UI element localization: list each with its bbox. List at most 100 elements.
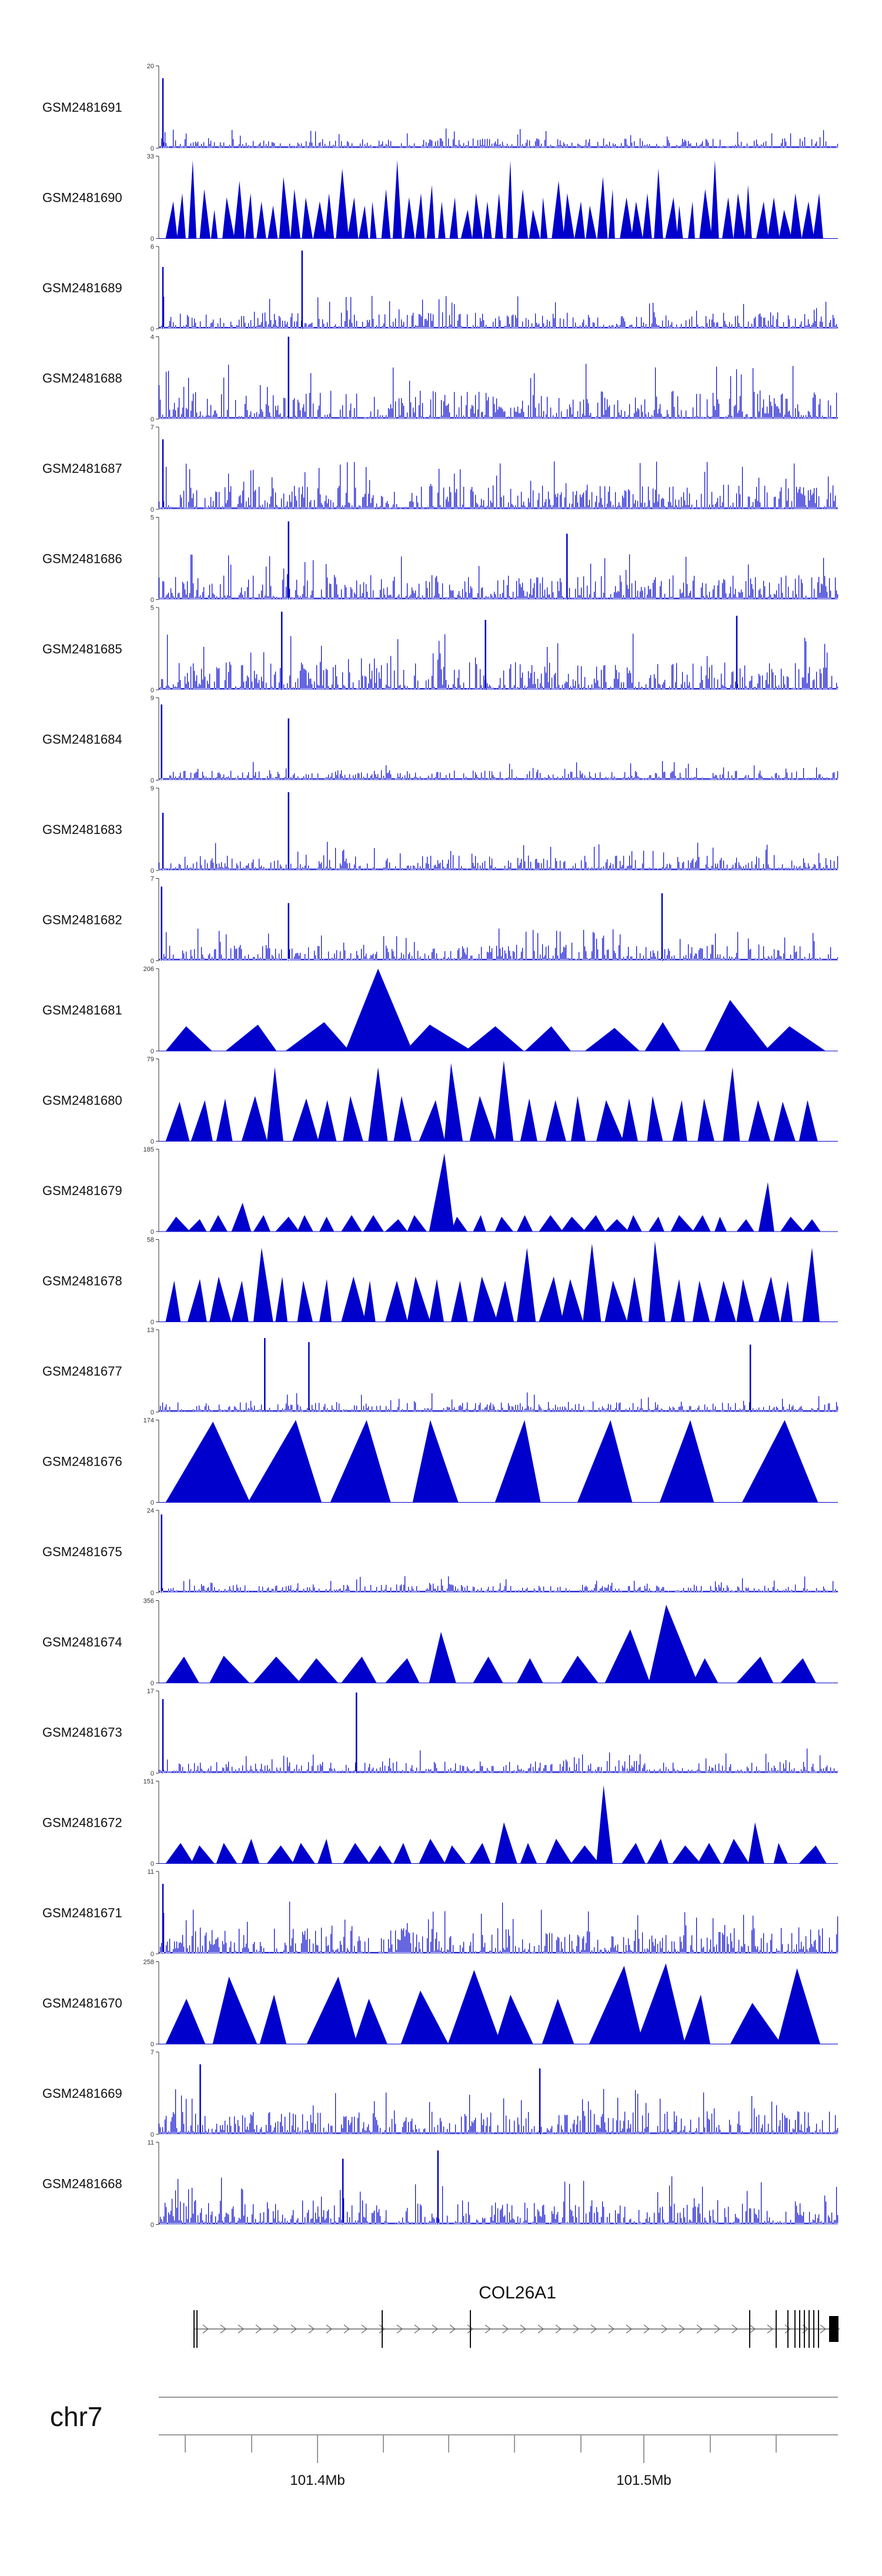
track-label: GSM2481668: [42, 2177, 122, 2191]
track-label: GSM2481675: [42, 1544, 122, 1559]
strand-arrow: [414, 2324, 420, 2334]
coverage-area: [159, 886, 838, 961]
track-GSM2481672: GSM2481672 151 0: [42, 1778, 838, 1868]
gene-model: COL26A1: [193, 2283, 840, 2348]
y-axis-max-label: 11: [148, 2140, 154, 2147]
genome-axis: chr7 101.4Mb 101.5Mb: [50, 2397, 838, 2488]
track-label: GSM2481680: [42, 1093, 122, 1108]
track-label: GSM2481687: [42, 461, 122, 476]
gene-body: [193, 2310, 840, 2348]
strand-arrow: [238, 2324, 244, 2334]
exon-block: [829, 2316, 838, 2342]
strand-arrow: [273, 2324, 279, 2334]
y-axis-max-label: 7: [151, 876, 154, 883]
axis-tick-label: 101.4Mb: [290, 2472, 345, 2488]
y-axis-zero-label: 0: [151, 506, 154, 513]
strand-arrow: [396, 2324, 403, 2334]
y-axis-zero-label: 0: [151, 1590, 154, 1597]
track-GSM2481671: GSM2481671 11 0: [42, 1868, 838, 1958]
track-label: GSM2481679: [42, 1183, 122, 1198]
y-axis-max-label: 7: [151, 2049, 154, 2056]
strand-arrow: [573, 2324, 579, 2334]
track-label: GSM2481681: [42, 1003, 122, 1017]
track-GSM2481691: GSM2481691 20 0: [42, 63, 838, 152]
strand-arrow: [590, 2324, 597, 2334]
strand-arrow: [290, 2324, 297, 2334]
axis-tick-label: 101.5Mb: [616, 2472, 671, 2488]
y-axis-max-label: 58: [147, 1237, 154, 1244]
track-GSM2481689: GSM2481689 6 0: [42, 243, 838, 333]
coverage-area: [159, 1514, 838, 1593]
strand-arrow: [767, 2324, 773, 2334]
y-axis-zero-label: 0: [151, 1229, 154, 1236]
strand-arrow: [679, 2324, 685, 2334]
y-axis-zero-label: 0: [151, 1861, 154, 1868]
track-label: GSM2481678: [42, 1274, 122, 1289]
gene-label: COL26A1: [479, 2283, 556, 2303]
strand-arrow: [485, 2324, 491, 2334]
track-GSM2481677: GSM2481677 13 0: [42, 1327, 838, 1416]
track-GSM2481685: GSM2481685 5 0: [42, 605, 838, 694]
track-GSM2481678: GSM2481678 58 0: [42, 1237, 838, 1326]
y-axis-max-label: 33: [147, 154, 154, 161]
track-GSM2481676: GSM2481676 174 0: [42, 1417, 838, 1507]
y-axis-zero-label: 0: [151, 2131, 154, 2138]
strand-arrow: [361, 2324, 368, 2334]
y-axis-max-label: 13: [147, 1327, 154, 1334]
y-axis-max-label: 4: [151, 334, 154, 341]
strand-arrow: [537, 2324, 544, 2334]
track-GSM2481686: GSM2481686 5 0: [42, 515, 838, 604]
y-axis-max-label: 9: [151, 695, 154, 702]
y-axis-max-label: 17: [147, 1688, 154, 1695]
track-GSM2481682: GSM2481682 7 0: [42, 876, 838, 965]
coverage-area: [159, 336, 838, 419]
y-axis-zero-label: 0: [151, 778, 154, 785]
track-label: GSM2481683: [42, 822, 122, 837]
coverage-area: [165, 1785, 827, 1864]
strand-arrow: [467, 2324, 473, 2334]
y-axis-max-label: 174: [143, 1417, 154, 1424]
y-axis-zero-label: 0: [151, 1500, 154, 1507]
y-axis-zero-label: 0: [151, 2041, 154, 2048]
track-GSM2481690: GSM2481690 33 0: [42, 154, 838, 243]
track-label: GSM2481682: [42, 913, 122, 927]
coverage-area: [165, 160, 823, 239]
track-GSM2481673: GSM2481673 17 0: [42, 1688, 838, 1777]
coverage-area: [159, 1692, 838, 1773]
coverage-area: [159, 251, 838, 329]
track-label: GSM2481674: [42, 1635, 122, 1650]
strand-arrow: [502, 2324, 509, 2334]
track-label: GSM2481669: [42, 2086, 122, 2101]
axis-ticks: [185, 2435, 777, 2463]
coverage-area: [159, 521, 838, 600]
y-axis-zero-label: 0: [151, 687, 154, 694]
coverage-area: [165, 1153, 821, 1232]
strand-arrow: [820, 2324, 826, 2334]
track-GSM2481687: GSM2481687 7 0: [42, 424, 838, 513]
coverage-area: [165, 969, 826, 1051]
track-GSM2481681: GSM2481681 206 0: [42, 966, 838, 1055]
y-axis-zero-label: 0: [151, 145, 154, 152]
strand-arrow: [379, 2324, 385, 2334]
strand-arrow: [555, 2324, 562, 2334]
y-axis-zero-label: 0: [151, 597, 154, 604]
y-axis-zero-label: 0: [151, 236, 154, 243]
y-axis-zero-label: 0: [151, 1139, 154, 1146]
y-axis-max-label: 6: [151, 243, 154, 251]
strand-arrow: [202, 2324, 209, 2334]
coverage-area: [159, 439, 838, 509]
coverage-area: [165, 1420, 818, 1503]
coverage-area: [159, 1338, 838, 1412]
y-axis-max-label: 7: [151, 424, 154, 431]
coverage-area: [159, 78, 838, 148]
track-label: GSM2481676: [42, 1454, 122, 1469]
strand-arrow: [626, 2324, 632, 2334]
coverage-area: [159, 612, 838, 690]
strand-arrow: [749, 2324, 756, 2334]
coverage-area: [159, 2150, 838, 2225]
track-GSM2481675: GSM2481675 24 0: [42, 1507, 838, 1597]
strand-arrow: [449, 2324, 456, 2334]
track-GSM2481679: GSM2481679 185 0: [42, 1146, 838, 1236]
coverage-area: [159, 704, 838, 780]
